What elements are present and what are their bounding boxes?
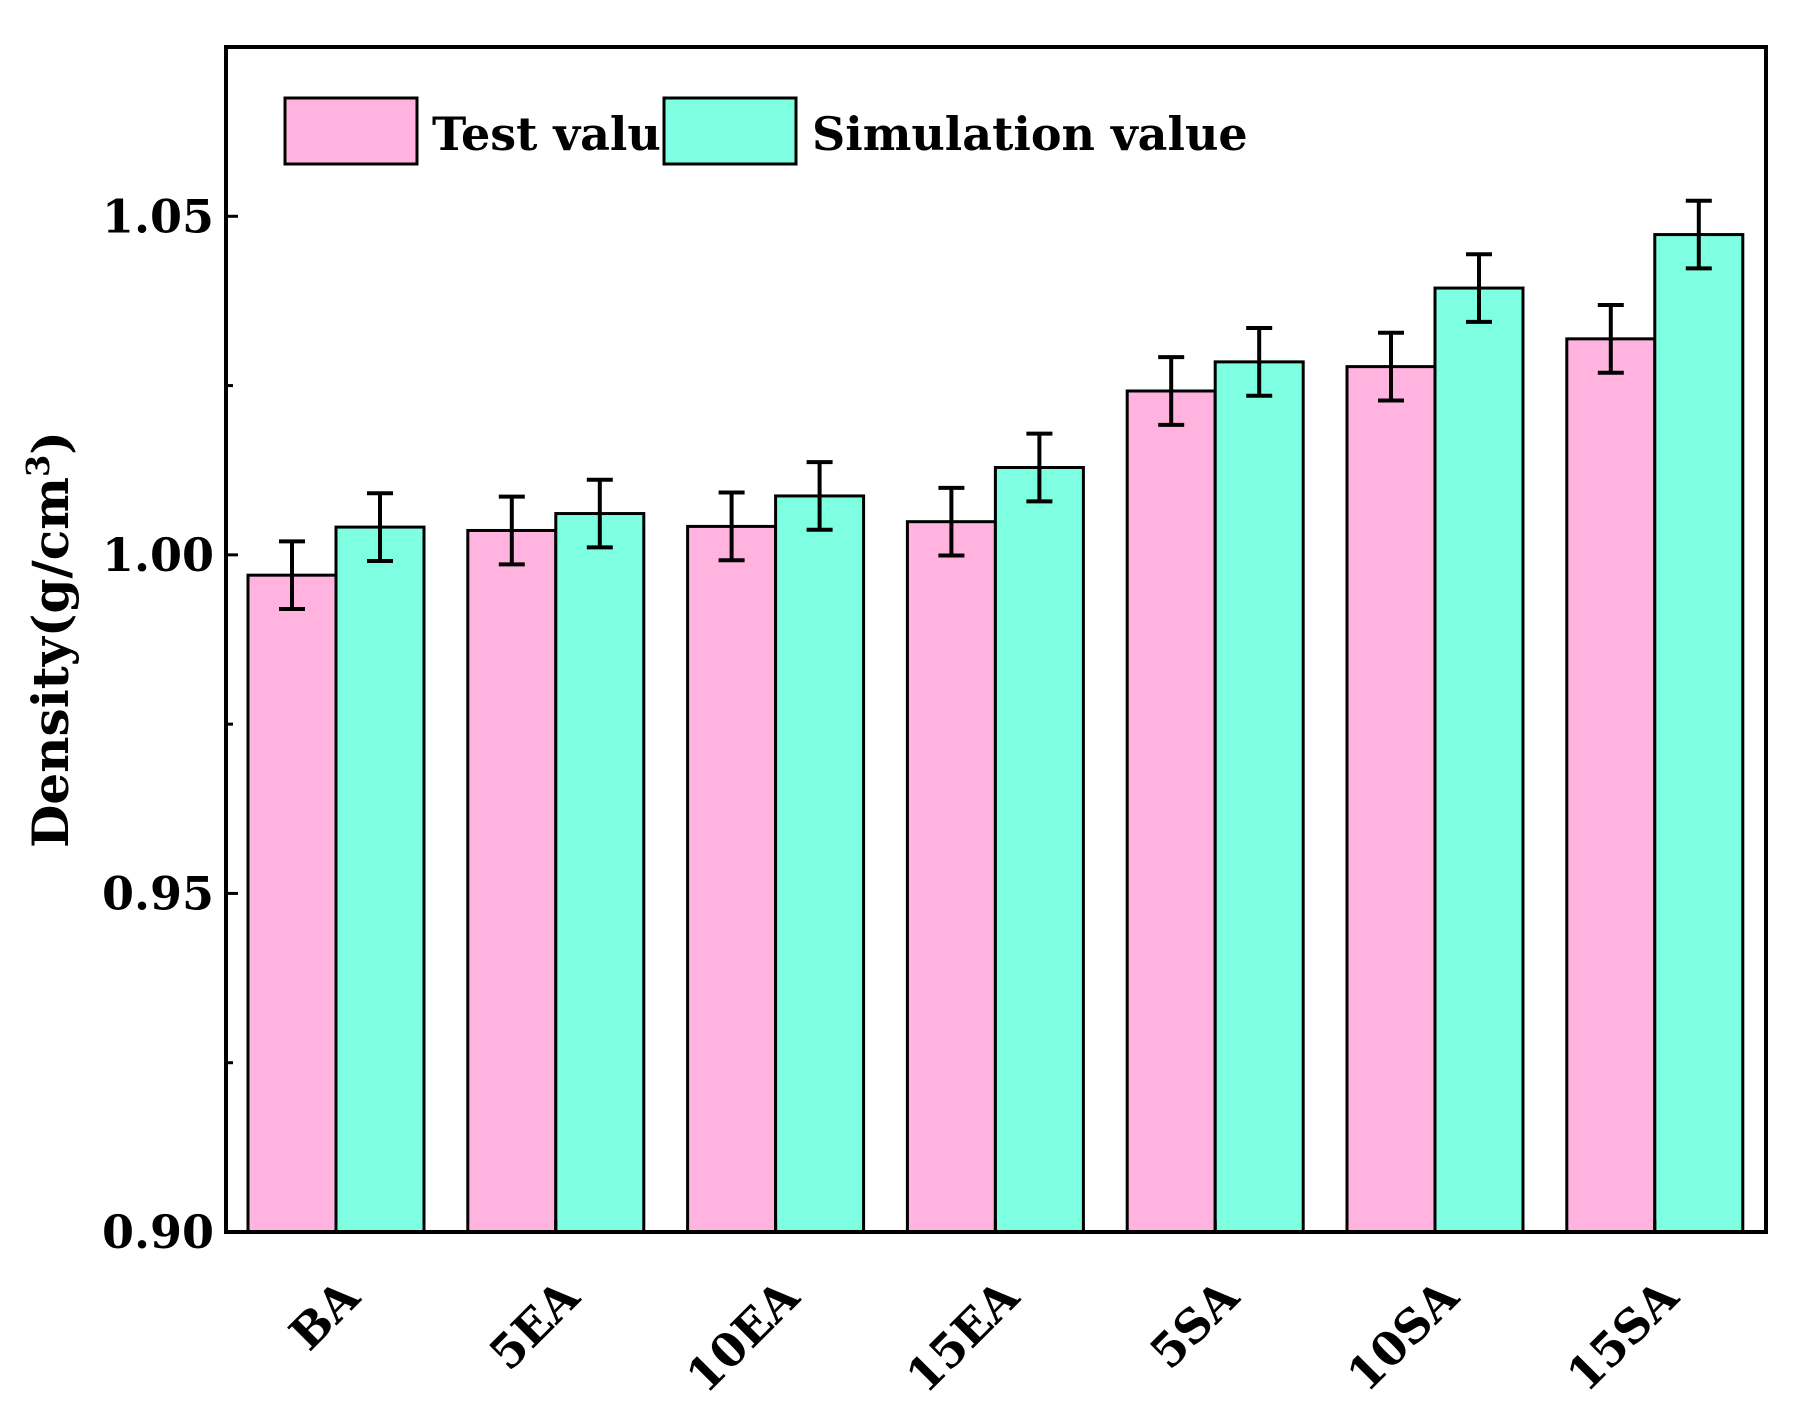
error-bar-simulation-5sa [1246, 326, 1273, 398]
error-bar-test-10sa [1378, 330, 1404, 403]
bar-simulation-15sa [1653, 233, 1745, 1234]
error-bar-test-15sa [1597, 302, 1624, 375]
bar-test-10sa [1345, 365, 1437, 1234]
x-tick-label: BA [279, 1269, 371, 1361]
x-axis: BA 5EA 10EA 15EA 5SA 10SA 15SA [279, 1220, 1689, 1403]
legend-swatch-simulation [662, 96, 798, 166]
y-tick-label: 1.05 [102, 189, 214, 243]
bar-simulation-5sa [1213, 360, 1305, 1234]
error-bar-simulation-ba [367, 491, 393, 563]
y-axis-label-close: ) [21, 431, 80, 455]
y-tick-label: 0.95 [102, 866, 214, 920]
x-tick-label: 10SA [1337, 1269, 1470, 1402]
legend-swatch-test [283, 96, 419, 166]
y-axis-label-superscript: 3 [19, 455, 57, 477]
bar-simulation-10sa [1433, 286, 1525, 1234]
error-bar-simulation-5ea [586, 477, 613, 550]
error-bar-simulation-15sa [1685, 198, 1712, 271]
x-tick-label: 15SA [1556, 1269, 1689, 1402]
y-axis-label: Density(g/cm3) [19, 431, 80, 848]
x-tick-label: 5EA [479, 1269, 591, 1381]
x-tick-label: 5SA [1139, 1269, 1249, 1379]
y-tick-label: 0.90 [102, 1205, 214, 1259]
legend-label-simulation: Simulation value [812, 107, 1248, 161]
y-axis-label-text: Density(g/cm [21, 477, 80, 848]
bars-layer [246, 233, 1745, 1234]
error-bar-test-ba [279, 539, 305, 612]
error-bar-test-10ea [718, 490, 745, 563]
bar-test-5sa [1125, 389, 1217, 1234]
legend: Test value Simulation value [283, 96, 1248, 166]
bar-test-ba [246, 573, 338, 1234]
error-bars-layer [279, 198, 1712, 612]
x-tick-label: 15EA [896, 1269, 1030, 1403]
bar-simulation-10ea [774, 494, 866, 1234]
bar-simulation-15ea [993, 466, 1085, 1234]
error-bar-simulation-15ea [1026, 431, 1053, 504]
error-bar-test-5ea [498, 494, 525, 567]
y-tick-label: 1.00 [102, 528, 214, 582]
error-bar-test-5sa [1158, 355, 1185, 427]
error-bar-simulation-10ea [806, 460, 833, 532]
bar-test-10ea [686, 524, 778, 1234]
error-bar-simulation-10sa [1466, 252, 1492, 324]
bar-test-5ea [466, 528, 558, 1234]
bar-test-15ea [905, 520, 997, 1234]
bar-simulation-5ea [554, 512, 646, 1234]
bar-test-15sa [1565, 337, 1657, 1234]
legend-label-test: Test value [432, 107, 690, 161]
bar-simulation-ba [334, 525, 426, 1234]
error-bar-test-15ea [938, 485, 965, 558]
x-tick-label: 10EA [676, 1269, 810, 1403]
y-axis: 0.90 0.95 1.00 1.05 [102, 189, 238, 1259]
